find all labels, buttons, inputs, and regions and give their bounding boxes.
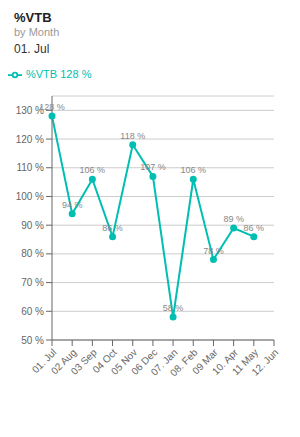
svg-text:78 %: 78 % — [203, 246, 224, 256]
html-text:%VTB 128 %: %VTB 128 % — [26, 68, 92, 80]
svg-text:128 %: 128 % — [39, 102, 65, 112]
svg-text:86 %: 86 % — [244, 223, 265, 233]
svg-text:118 %: 118 % — [120, 131, 145, 141]
svg-text:86 %: 86 % — [102, 223, 123, 233]
svg-text:80 %: 80 % — [21, 248, 44, 259]
svg-text:50 %: 50 % — [21, 335, 44, 346]
svg-text:01. Jul: 01. Jul — [29, 346, 59, 376]
svg-text:03 Sep: 03 Sep — [68, 346, 99, 377]
svg-text:58 %: 58 % — [163, 303, 184, 313]
html-text:by Month: by Month — [14, 26, 60, 38]
svg-text:12. Jun: 12. Jun — [249, 347, 280, 378]
svg-text:70 %: 70 % — [21, 277, 44, 288]
svg-text:120 %: 120 % — [16, 134, 44, 145]
svg-text:89 %: 89 % — [223, 214, 244, 224]
svg-text:94 %: 94 % — [62, 200, 83, 210]
svg-text:09 Mar: 09 Mar — [190, 346, 220, 377]
svg-text:05 Nov: 05 Nov — [109, 346, 140, 377]
svg-text:02 Aug: 02 Aug — [48, 346, 79, 377]
svg-text:106 %: 106 % — [181, 165, 207, 175]
svg-text:130 %: 130 % — [15, 104, 44, 116]
svg-text:06 Dec: 06 Dec — [129, 346, 160, 377]
svg-text:04 Oct: 04 Oct — [90, 346, 119, 376]
svg-text:100 %: 100 % — [16, 191, 44, 202]
svg-text:107 %: 107 % — [140, 162, 166, 172]
svg-text:08. Feb: 08. Feb — [167, 346, 200, 379]
svg-text:11 May: 11 May — [229, 346, 261, 378]
html-text:%VTB: %VTB — [14, 10, 52, 25]
html-text:01. Jul: 01. Jul — [14, 42, 50, 56]
svg-text:60 %: 60 % — [21, 306, 44, 317]
svg-text:10. Apr: 10. Apr — [209, 346, 241, 377]
svg-text:106 %: 106 % — [80, 165, 106, 175]
svg-text:90 %: 90 % — [21, 220, 44, 231]
svg-text:07. Jan: 07. Jan — [148, 346, 180, 378]
svg-text:110 %: 110 % — [16, 162, 44, 173]
